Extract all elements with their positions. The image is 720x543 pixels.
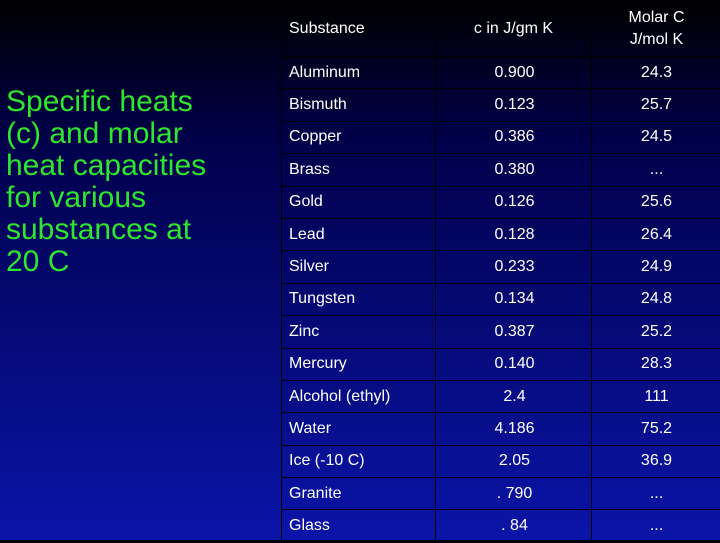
title-line: substances at (6, 214, 276, 246)
cell-substance: Gold (282, 186, 436, 218)
header-molar-heat-capacity: Molar C J/mol K (592, 1, 720, 57)
cell-molar-heat-capacity: ... (592, 154, 720, 186)
cell-substance: Brass (282, 154, 436, 186)
cell-substance: Mercury (282, 348, 436, 380)
cell-specific-heat: 0.123 (436, 89, 592, 121)
cell-specific-heat: 4.186 (436, 413, 592, 445)
table-header-row: Substance c in J/gm K Molar C J/mol K (282, 1, 720, 57)
title-line: heat capacities (6, 150, 276, 182)
title-line: (c) and molar (6, 118, 276, 150)
cell-molar-heat-capacity: ... (592, 510, 720, 542)
header-specific-heat: c in J/gm K (436, 1, 592, 57)
header-molar-line1: Molar C (628, 9, 684, 26)
title-line: 20 C (6, 246, 276, 278)
cell-molar-heat-capacity: 24.3 (592, 57, 720, 89)
cell-substance: Glass (282, 510, 436, 542)
table-row: Granite. 790... (282, 478, 720, 510)
cell-specific-heat: . 84 (436, 510, 592, 542)
cell-specific-heat: 0.387 (436, 316, 592, 348)
header-molar-line2: J/mol K (630, 31, 683, 48)
cell-specific-heat: 0.140 (436, 348, 592, 380)
cell-molar-heat-capacity: 28.3 (592, 348, 720, 380)
specific-heat-table: Substance c in J/gm K Molar C J/mol K Al… (281, 0, 720, 543)
cell-molar-heat-capacity: ... (592, 478, 720, 510)
cell-substance: Copper (282, 121, 436, 153)
cell-molar-heat-capacity: 25.2 (592, 316, 720, 348)
slide-title: Specific heats (c) and molar heat capaci… (6, 86, 276, 278)
cell-substance: Water (282, 413, 436, 445)
cell-specific-heat: 0.380 (436, 154, 592, 186)
cell-substance: Granite (282, 478, 436, 510)
cell-specific-heat: 0.233 (436, 251, 592, 283)
header-substance: Substance (282, 1, 436, 57)
cell-molar-heat-capacity: 24.5 (592, 121, 720, 153)
cell-specific-heat: . 790 (436, 478, 592, 510)
cell-molar-heat-capacity: 26.4 (592, 218, 720, 250)
cell-specific-heat: 0.134 (436, 283, 592, 315)
cell-specific-heat: 0.126 (436, 186, 592, 218)
cell-specific-heat: 0.386 (436, 121, 592, 153)
cell-substance: Bismuth (282, 89, 436, 121)
cell-specific-heat: 2.05 (436, 445, 592, 477)
cell-specific-heat: 0.900 (436, 57, 592, 89)
title-line: for various (6, 182, 276, 214)
cell-substance: Alcohol (ethyl) (282, 380, 436, 412)
cell-substance: Lead (282, 218, 436, 250)
cell-molar-heat-capacity: 24.8 (592, 283, 720, 315)
title-line: Specific heats (6, 86, 276, 118)
cell-specific-heat: 0.128 (436, 218, 592, 250)
cell-substance: Zinc (282, 316, 436, 348)
table-row: Glass. 84... (282, 510, 720, 542)
cell-molar-heat-capacity: 36.9 (592, 445, 720, 477)
cell-specific-heat: 2.4 (436, 380, 592, 412)
cell-molar-heat-capacity: 25.7 (592, 89, 720, 121)
cell-molar-heat-capacity: 25.6 (592, 186, 720, 218)
cell-substance: Ice (-10 C) (282, 445, 436, 477)
cell-substance: Aluminum (282, 57, 436, 89)
cell-molar-heat-capacity: 24.9 (592, 251, 720, 283)
cell-molar-heat-capacity: 75.2 (592, 413, 720, 445)
cell-molar-heat-capacity: 111 (592, 380, 720, 412)
cell-substance: Tungsten (282, 283, 436, 315)
cell-substance: Silver (282, 251, 436, 283)
